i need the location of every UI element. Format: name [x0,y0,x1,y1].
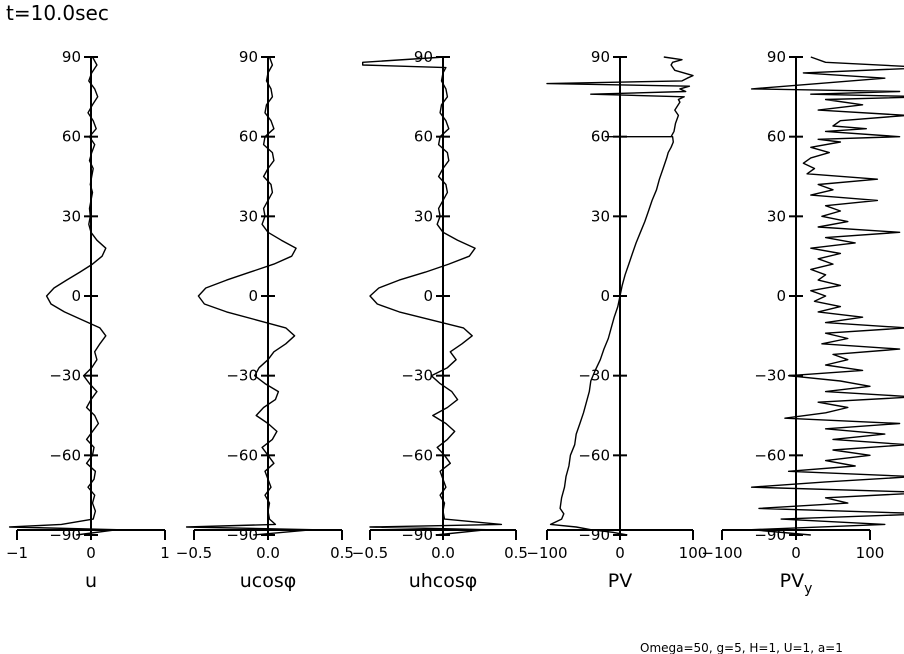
y-tick-label: 90 [591,48,610,66]
y-tick-label: 0 [71,287,81,305]
y-tick-label: 30 [591,207,610,225]
panel-title: ucosφ [240,570,297,592]
y-tick-label: 90 [239,48,258,66]
time-label: t=10.0sec [6,1,109,25]
x-tick-label: −0.5 [352,544,388,562]
y-tick-label: −60 [49,446,81,464]
panel-title: PV [608,570,632,592]
y-tick-label: −60 [401,446,433,464]
x-tick-label: 1 [160,544,170,562]
y-tick-label: 60 [239,128,258,146]
x-tick-label: 100 [856,544,885,562]
x-tick-label: 100 [679,544,708,562]
y-tick-label: −30 [578,367,610,385]
y-tick-label: 90 [62,48,81,66]
y-tick-label: −30 [49,367,81,385]
x-tick-label: 0.5 [504,544,528,562]
panel-title: u [85,570,97,592]
y-tick-label: 30 [239,207,258,225]
x-tick-label: 0.0 [431,544,455,562]
x-tick-label: 0 [791,544,801,562]
y-tick-label: −60 [754,446,786,464]
y-tick-label: −30 [754,367,786,385]
series-line [750,56,904,536]
panel-titles: u ucosφ uhcosφ PV PVy [85,570,812,597]
x-tick-label: −100 [701,544,742,562]
y-tick-label: 30 [767,207,786,225]
y-tick-label: 60 [414,128,433,146]
x-tick-label: 0 [615,544,625,562]
x-tick-label: 0 [86,544,96,562]
y-tick-label: 0 [776,287,786,305]
x-tick-label: 0.5 [330,544,354,562]
y-tick-label: 0 [423,287,433,305]
y-tick-label: −30 [226,367,258,385]
x-tick-label: −100 [526,544,567,562]
parameters-label: Omega=50, g=5, H=1, U=1, a=1 [640,641,843,654]
x-tick-label: 0.0 [256,544,280,562]
y-tick-label: 90 [414,48,433,66]
y-tick-label: 60 [767,128,786,146]
x-tick-label: −0.5 [176,544,212,562]
y-tick-label: −30 [401,367,433,385]
y-tick-label: 0 [600,287,610,305]
x-tick-label: −1 [6,544,28,562]
y-tick-label: −60 [226,446,258,464]
y-tick-label: 60 [591,128,610,146]
y-tick-label: 30 [62,207,81,225]
y-tick-label: −60 [578,446,610,464]
series-line [546,56,694,536]
panel-title: uhcosφ [409,570,478,592]
y-tick-label: 0 [248,287,258,305]
series-line [362,56,503,536]
panel-title: PVy [780,570,813,597]
y-tick-label: 60 [62,128,81,146]
y-tick-label: 90 [767,48,786,66]
y-tick-label: 30 [414,207,433,225]
series-line [8,56,118,536]
series-line [185,56,314,536]
